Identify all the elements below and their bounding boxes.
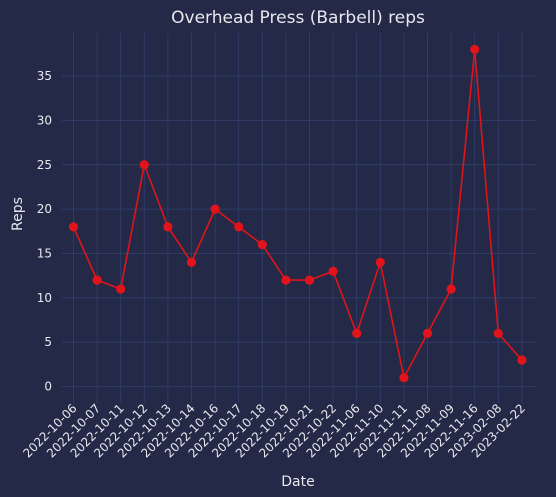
data-point xyxy=(375,257,385,267)
data-point xyxy=(422,328,433,338)
series xyxy=(68,44,527,383)
data-point xyxy=(446,284,456,294)
data-point xyxy=(163,222,173,232)
data-point xyxy=(399,373,409,383)
y-tick-label: 20 xyxy=(37,202,52,216)
data-point xyxy=(257,240,267,250)
x-axis-label: Date xyxy=(281,474,314,490)
grid xyxy=(62,33,536,403)
y-tick-label: 0 xyxy=(44,380,52,394)
data-point xyxy=(493,328,503,338)
y-tick-label: 15 xyxy=(37,246,52,260)
data-point xyxy=(470,44,480,55)
data-point xyxy=(517,355,527,365)
data-point xyxy=(304,275,315,285)
y-tick-label: 35 xyxy=(37,69,52,83)
y-tick-label: 30 xyxy=(37,113,52,127)
data-point xyxy=(234,222,244,232)
chart-title: Overhead Press (Barbell) reps xyxy=(171,8,425,28)
data-point xyxy=(352,328,362,338)
data-point xyxy=(139,160,149,170)
data-point xyxy=(186,257,197,267)
data-point xyxy=(281,275,291,285)
data-point xyxy=(210,204,220,214)
y-tick-label: 5 xyxy=(44,335,52,349)
data-point xyxy=(92,275,102,285)
data-point xyxy=(68,222,79,232)
data-point xyxy=(328,266,338,276)
series-line xyxy=(72,48,523,379)
y-axis-label: Reps xyxy=(10,197,26,231)
data-point xyxy=(116,284,126,294)
y-tick-label: 10 xyxy=(37,291,52,305)
y-tick-label: 25 xyxy=(37,158,52,172)
